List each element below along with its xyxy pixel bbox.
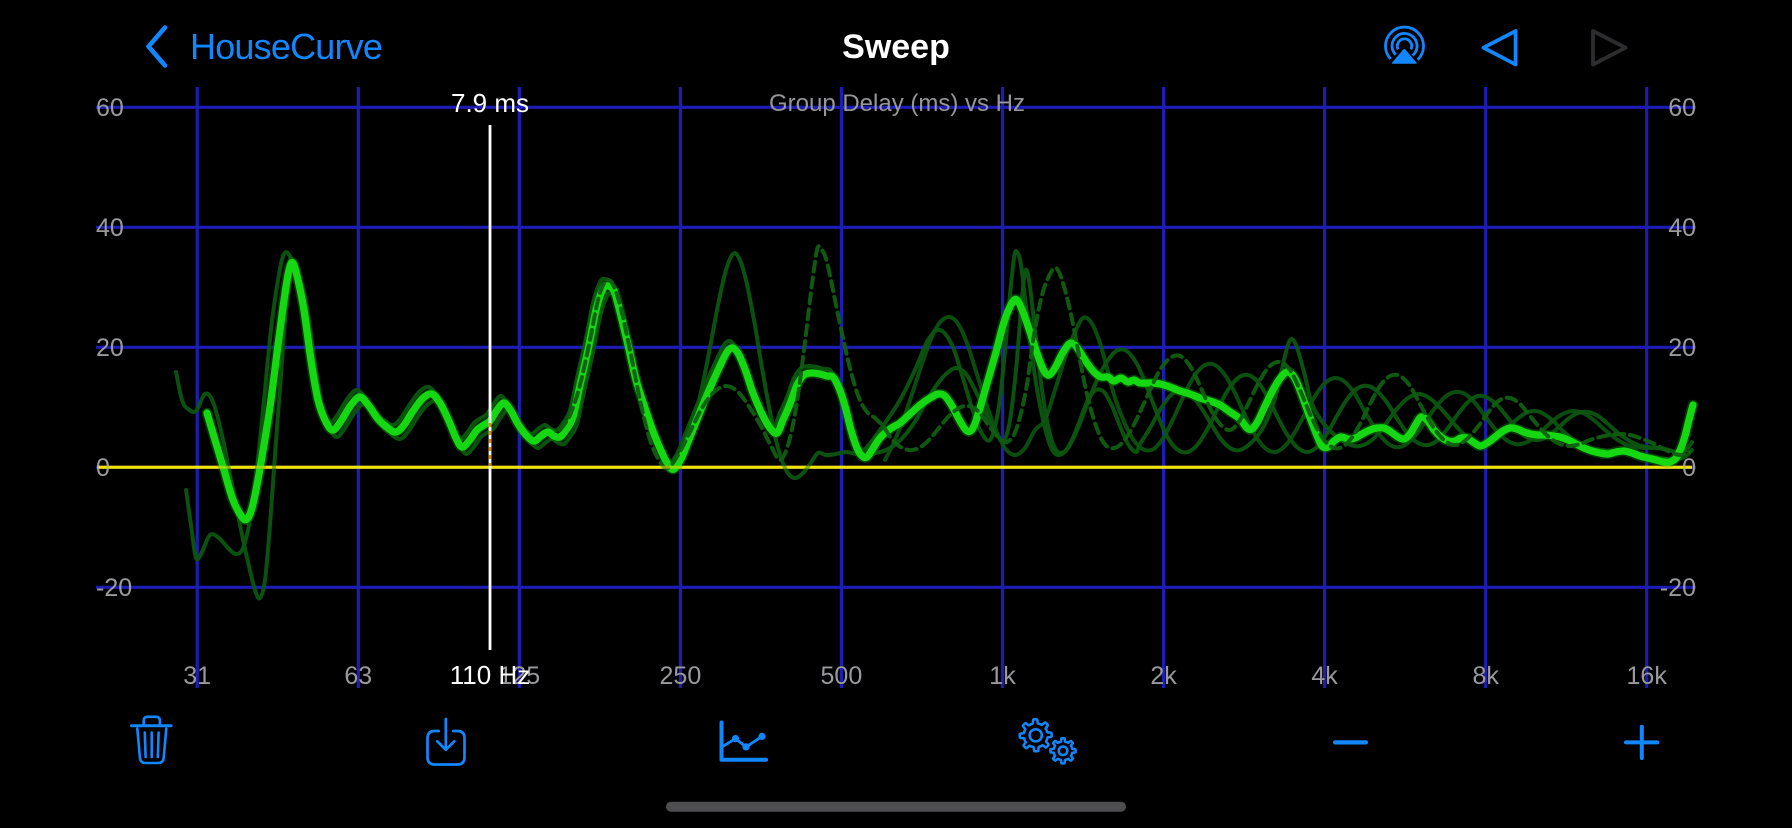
svg-text:125: 125 bbox=[498, 662, 540, 690]
svg-text:40: 40 bbox=[1668, 214, 1696, 242]
svg-text:7.9 ms: 7.9 ms bbox=[451, 88, 529, 118]
svg-text:500: 500 bbox=[821, 662, 863, 690]
svg-text:2k: 2k bbox=[1150, 662, 1177, 690]
svg-text:4k: 4k bbox=[1311, 662, 1338, 690]
svg-text:Group Delay (ms) vs Hz: Group Delay (ms) vs Hz bbox=[769, 90, 1025, 117]
svg-text:HouseCurve: HouseCurve bbox=[190, 26, 382, 67]
svg-text:20: 20 bbox=[96, 334, 124, 362]
svg-text:1k: 1k bbox=[989, 662, 1016, 690]
svg-text:60: 60 bbox=[1668, 94, 1696, 122]
svg-text:110 Hz: 110 Hz bbox=[450, 660, 530, 690]
svg-text:-20: -20 bbox=[1660, 574, 1696, 602]
svg-text:250: 250 bbox=[660, 662, 702, 690]
svg-text:Sweep: Sweep bbox=[842, 28, 950, 66]
svg-text:-20: -20 bbox=[96, 574, 132, 602]
svg-text:31: 31 bbox=[183, 662, 211, 690]
svg-text:63: 63 bbox=[344, 662, 372, 690]
svg-text:60: 60 bbox=[96, 94, 124, 122]
svg-text:20: 20 bbox=[1668, 334, 1696, 362]
svg-text:40: 40 bbox=[96, 214, 124, 242]
svg-text:16k: 16k bbox=[1627, 662, 1668, 690]
svg-text:8k: 8k bbox=[1472, 662, 1499, 690]
